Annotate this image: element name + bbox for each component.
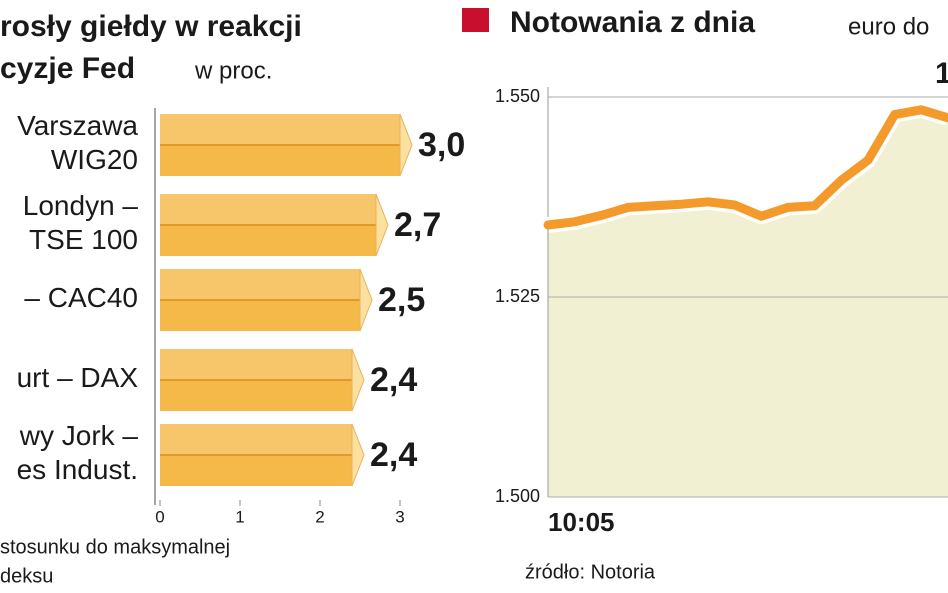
bar-front	[160, 145, 400, 176]
category-line: wy Jork –	[19, 420, 139, 451]
line	[543, 105, 948, 230]
category-label: Londyn – TSE 100	[23, 190, 139, 255]
bar-title: cyzje Fed	[0, 52, 135, 85]
note: deksu	[0, 565, 53, 587]
value-label: 2,5	[378, 281, 425, 319]
bar-front	[160, 300, 360, 331]
bar-end	[359, 268, 373, 332]
bar-top	[160, 114, 400, 145]
bar	[160, 348, 365, 412]
x-tick-label: 3	[395, 507, 404, 526]
category-line: urt – DAX	[17, 362, 139, 393]
category-line: es Indust.	[17, 454, 138, 485]
bar-front	[160, 455, 352, 486]
category-label: – CAC40	[24, 282, 138, 313]
bar-top	[160, 269, 360, 300]
line-subtitle: euro do	[848, 13, 929, 40]
category-label: wy Jork – es Indust.	[17, 420, 139, 485]
bar	[160, 423, 365, 487]
value-label: 2,4	[370, 361, 417, 399]
category-label: Varszawa WIG20	[17, 110, 138, 175]
bar-front	[160, 380, 352, 411]
bar-top	[160, 424, 352, 455]
y-tick-label: 1.500	[495, 486, 540, 506]
x-tick-label: 2	[315, 507, 324, 526]
y-tick-label: 1.525	[495, 286, 540, 306]
area	[548, 109, 948, 498]
bar	[160, 268, 373, 332]
annotation: 1	[935, 57, 948, 90]
bar-front	[160, 225, 376, 256]
x-tick-label: 10:05	[548, 507, 615, 537]
note: stosunku do maksymalnej	[0, 536, 230, 558]
bar-end	[399, 113, 413, 177]
value-label: 2,4	[370, 436, 417, 474]
value-label: 2,7	[394, 206, 441, 244]
bar	[160, 193, 389, 257]
bar-end	[351, 423, 365, 487]
x-tick-label: 1	[235, 507, 244, 526]
category-line: Varszawa	[17, 110, 138, 141]
source: źródło: Notoria	[525, 561, 656, 583]
category-line: TSE 100	[29, 224, 138, 255]
x-tick-label: 0	[155, 507, 164, 526]
category-line: Londyn –	[23, 190, 139, 221]
line-title: Notowania z dnia	[510, 6, 755, 39]
bar-top	[160, 349, 352, 380]
bar-subtitle: w proc.	[194, 57, 272, 84]
bar-title: rosły giełdy w reakcji	[0, 10, 302, 43]
bar-end	[351, 348, 365, 412]
category-line: – CAC40	[24, 282, 138, 313]
value-label: 3,0	[418, 126, 465, 164]
legend-square	[462, 8, 489, 32]
bar-end	[375, 193, 389, 257]
category-label: urt – DAX	[17, 362, 139, 393]
y-tick-label: 1.550	[495, 86, 540, 106]
bar-top	[160, 194, 376, 225]
bar	[160, 113, 413, 177]
category-line: WIG20	[51, 144, 138, 175]
